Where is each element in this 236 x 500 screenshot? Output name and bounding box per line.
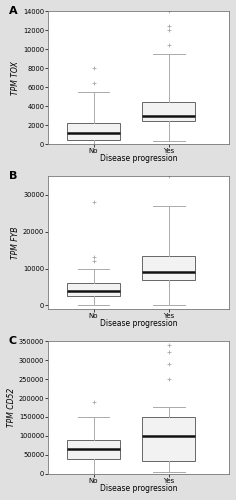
FancyBboxPatch shape — [143, 102, 195, 120]
Text: A: A — [9, 6, 17, 16]
Y-axis label: TPM FYB: TPM FYB — [11, 226, 20, 259]
X-axis label: Disease progression: Disease progression — [100, 154, 177, 164]
FancyBboxPatch shape — [67, 440, 120, 458]
Y-axis label: TPM TOX: TPM TOX — [11, 61, 20, 95]
Y-axis label: TPM CD52: TPM CD52 — [7, 388, 16, 427]
X-axis label: Disease progression: Disease progression — [100, 319, 177, 328]
FancyBboxPatch shape — [143, 417, 195, 461]
FancyBboxPatch shape — [143, 256, 195, 280]
Text: B: B — [9, 171, 17, 181]
FancyBboxPatch shape — [67, 284, 120, 296]
Text: C: C — [9, 336, 17, 346]
X-axis label: Disease progression: Disease progression — [100, 484, 177, 493]
FancyBboxPatch shape — [67, 124, 120, 140]
